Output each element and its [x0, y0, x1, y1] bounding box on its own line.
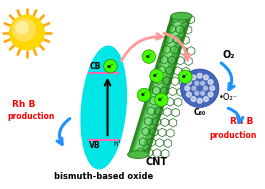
- Circle shape: [204, 97, 208, 101]
- Text: bismuth-based oxide: bismuth-based oxide: [54, 173, 153, 181]
- Text: VB: VB: [89, 141, 101, 150]
- Circle shape: [195, 81, 199, 85]
- Text: Rh B: Rh B: [231, 117, 254, 126]
- Circle shape: [191, 75, 196, 80]
- Text: e⁻: e⁻: [182, 74, 189, 79]
- Circle shape: [179, 70, 192, 84]
- Circle shape: [104, 60, 117, 73]
- Polygon shape: [134, 19, 183, 152]
- Circle shape: [137, 88, 151, 102]
- Text: •O₂⁻: •O₂⁻: [219, 93, 238, 102]
- Circle shape: [10, 15, 44, 50]
- Text: e⁻: e⁻: [158, 97, 165, 102]
- Text: production: production: [8, 112, 55, 121]
- Polygon shape: [131, 17, 188, 153]
- Text: e⁻: e⁻: [145, 54, 152, 59]
- Text: CB: CB: [89, 62, 101, 71]
- Circle shape: [187, 80, 191, 84]
- Circle shape: [195, 91, 199, 95]
- Circle shape: [187, 92, 191, 97]
- Circle shape: [201, 91, 205, 95]
- Text: C₆₀: C₆₀: [194, 108, 206, 117]
- Circle shape: [142, 50, 156, 63]
- Circle shape: [192, 86, 196, 90]
- Circle shape: [16, 22, 28, 34]
- Circle shape: [204, 75, 208, 80]
- Text: e⁻: e⁻: [107, 64, 114, 69]
- Polygon shape: [128, 15, 192, 156]
- Circle shape: [197, 98, 202, 103]
- Text: O₂: O₂: [223, 50, 235, 60]
- Text: production: production: [209, 131, 257, 140]
- Text: e⁻: e⁻: [141, 92, 147, 98]
- Text: e⁻: e⁻: [153, 73, 160, 78]
- Ellipse shape: [128, 151, 149, 158]
- Ellipse shape: [171, 12, 192, 20]
- Circle shape: [13, 19, 35, 41]
- Circle shape: [154, 93, 168, 107]
- Circle shape: [204, 86, 207, 90]
- Circle shape: [208, 92, 213, 97]
- Circle shape: [197, 73, 202, 78]
- Circle shape: [210, 86, 215, 91]
- Circle shape: [180, 69, 219, 108]
- Circle shape: [150, 69, 163, 82]
- Circle shape: [185, 86, 190, 91]
- Text: h⁺: h⁺: [113, 141, 122, 147]
- Ellipse shape: [81, 46, 126, 169]
- Circle shape: [201, 81, 205, 85]
- Text: Rh B: Rh B: [11, 101, 35, 109]
- Circle shape: [191, 97, 196, 101]
- Circle shape: [208, 80, 213, 84]
- Text: CNT: CNT: [145, 157, 167, 167]
